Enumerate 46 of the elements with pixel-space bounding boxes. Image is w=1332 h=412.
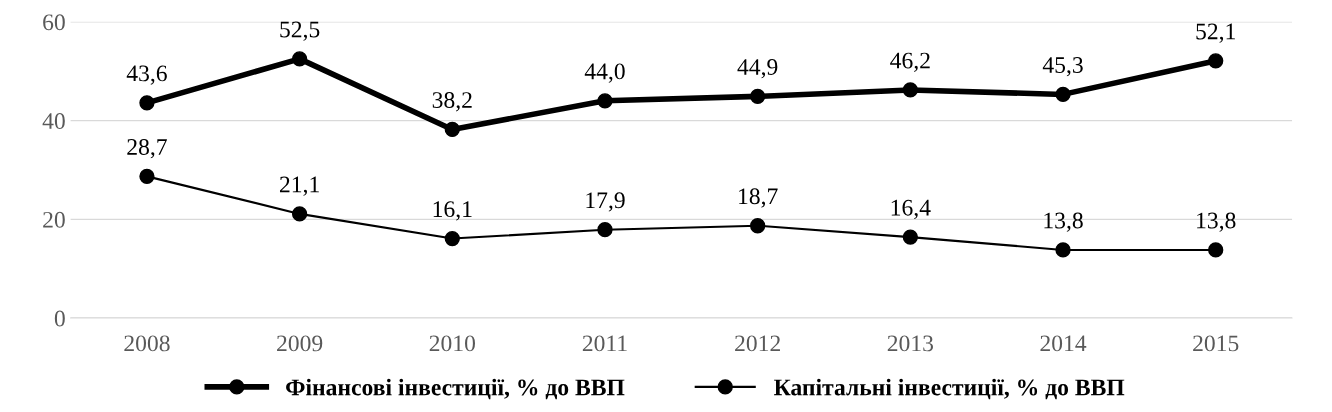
point xyxy=(139,168,155,185)
x-tick-label: 2010 xyxy=(429,335,476,352)
data-label: 38,2 xyxy=(432,92,472,112)
point xyxy=(291,206,308,222)
data-label: 17,9 xyxy=(586,192,625,212)
point xyxy=(902,229,918,245)
x-tick-label: 2008 xyxy=(124,335,170,352)
data-label: 52,5 xyxy=(280,21,320,41)
data-label: 44,0 xyxy=(584,63,625,83)
data-label: 43,6 xyxy=(126,65,167,85)
x-tick-label: 2011 xyxy=(582,335,627,352)
point xyxy=(597,93,613,109)
point xyxy=(1208,242,1224,258)
data-label: 44,9 xyxy=(737,59,778,79)
x-tick-label: 2012 xyxy=(735,335,780,352)
point xyxy=(750,218,766,234)
data-label: 46,2 xyxy=(890,52,930,72)
x-tick-label: 2015 xyxy=(1193,335,1239,352)
y-tick-label: 20 xyxy=(43,211,65,228)
point xyxy=(1055,242,1071,258)
x-tick-label: 2013 xyxy=(887,335,934,352)
data-label: 28,7 xyxy=(127,138,167,159)
data-label: 45,3 xyxy=(1042,57,1083,77)
data-label: 13,8 xyxy=(1044,212,1083,232)
y-tick-label: 40 xyxy=(42,113,65,129)
point xyxy=(902,82,918,98)
point xyxy=(1055,86,1071,103)
point xyxy=(444,121,460,138)
x-tick-label: 2014 xyxy=(1040,335,1087,352)
data-label: 52,1 xyxy=(1196,23,1235,43)
x-tick-label: 2009 xyxy=(277,335,323,352)
data-label: 18,7 xyxy=(739,188,778,208)
point xyxy=(750,88,766,105)
data-label: 13,8 xyxy=(1197,212,1236,232)
legend-label: Капітальні інвестиції, % до ВВП xyxy=(774,378,1125,400)
y-tick-label: 0 xyxy=(54,310,65,327)
point xyxy=(444,230,460,247)
point xyxy=(1208,53,1224,69)
data-label: 16,1 xyxy=(433,201,472,221)
legend-label: Фінансові інвестиції, % до ВВП xyxy=(286,378,625,400)
data-label: 16,4 xyxy=(891,199,931,220)
y-tick-label: 60 xyxy=(43,14,65,31)
point xyxy=(291,51,308,67)
point xyxy=(139,95,155,111)
point xyxy=(597,222,613,238)
data-label: 21,1 xyxy=(279,176,319,196)
